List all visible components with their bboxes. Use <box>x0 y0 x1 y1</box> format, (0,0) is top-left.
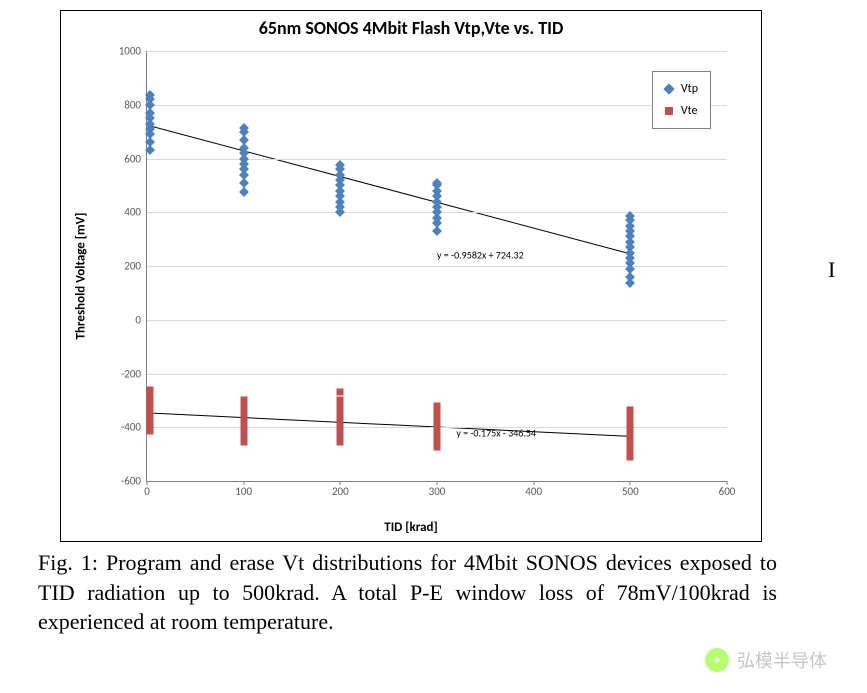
figure-caption: Fig. 1: Program and erase Vt distributio… <box>38 548 777 637</box>
x-tick-label: 0 <box>144 485 150 498</box>
y-axis-label: Threshold Voltage [mV] <box>74 213 89 340</box>
gridline <box>147 374 727 375</box>
y-tick-label: -400 <box>121 421 141 434</box>
x-tick-label: 400 <box>525 485 542 498</box>
legend-item: Vte <box>663 100 700 122</box>
gridline <box>147 266 727 267</box>
y-tick-label: 400 <box>124 206 141 219</box>
chart-title: 65nm SONOS 4Mbit Flash Vtp,Vte vs. TID <box>61 17 761 39</box>
trendline-equation: y = -0.175x - 346.54 <box>456 426 536 439</box>
y-tick-label: -200 <box>121 367 141 380</box>
marker-vte <box>146 428 153 435</box>
gridline <box>147 51 727 52</box>
trendline-equation: y = -0.9582x + 724.32 <box>437 249 524 262</box>
marker-vte <box>240 439 247 446</box>
square-icon <box>665 107 673 115</box>
y-tick-label: 600 <box>124 152 141 165</box>
trendline <box>147 125 630 254</box>
x-axis-label: TID [krad] <box>61 520 761 535</box>
gridline <box>147 159 727 160</box>
y-tick-label: 0 <box>135 313 141 326</box>
page-root: 65nm SONOS 4Mbit Flash Vtp,Vte vs. TID T… <box>0 0 867 693</box>
chart-frame: 65nm SONOS 4Mbit Flash Vtp,Vte vs. TID T… <box>60 10 762 542</box>
gridline <box>147 105 727 106</box>
marker-vte <box>337 389 344 396</box>
y-tick-label: 1000 <box>119 45 141 58</box>
gridline <box>147 320 727 321</box>
marker-vte <box>337 439 344 446</box>
x-tick-label: 500 <box>622 485 639 498</box>
marker-vte <box>434 444 441 451</box>
legend-label: Vtp <box>681 82 698 96</box>
x-tick-label: 600 <box>719 485 736 498</box>
legend-box: Vtp Vte <box>652 71 711 129</box>
legend-label: Vte <box>681 104 698 118</box>
wechat-icon: ✦ <box>705 648 729 672</box>
watermark-text: 弘模半导体 <box>737 647 827 673</box>
watermark: ✦ 弘模半导体 <box>705 647 827 673</box>
trendline <box>147 413 630 437</box>
diamond-icon <box>663 83 674 94</box>
x-tick-label: 100 <box>235 485 252 498</box>
plot-area: -600-400-2000200400600800100001002003004… <box>146 51 727 482</box>
y-tick-label: 800 <box>124 98 141 111</box>
x-tick-label: 300 <box>429 485 446 498</box>
legend-item: Vtp <box>663 78 700 100</box>
y-tick-label: 200 <box>124 260 141 273</box>
text-cursor-caret: I <box>828 257 835 283</box>
y-tick-label: -600 <box>121 475 141 488</box>
marker-vte <box>627 453 634 460</box>
x-tick-label: 200 <box>332 485 349 498</box>
